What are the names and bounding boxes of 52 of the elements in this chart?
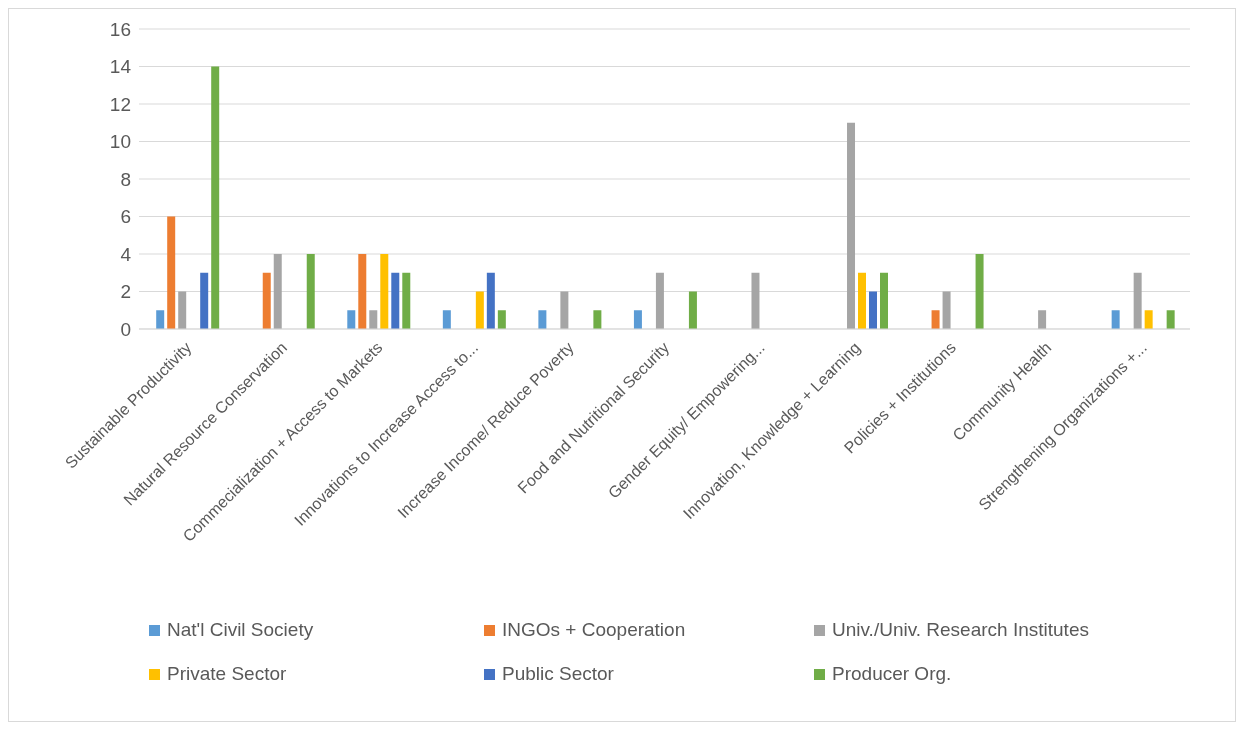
- bar: [358, 254, 367, 329]
- bar: [475, 291, 484, 329]
- bar: [1144, 310, 1153, 329]
- bar: [931, 310, 940, 329]
- bar: [751, 272, 760, 329]
- bar: [880, 272, 889, 329]
- bar: [1038, 310, 1047, 329]
- y-tick-label: 0: [120, 318, 131, 340]
- legend-label: Public Sector: [502, 663, 614, 685]
- legend-label: Producer Org.: [832, 663, 952, 685]
- bar: [1111, 310, 1120, 329]
- bar: [167, 216, 176, 329]
- bar: [369, 310, 378, 329]
- bar: [1133, 272, 1142, 329]
- y-tick-label: 14: [109, 56, 132, 78]
- bar: [486, 272, 495, 329]
- legend-label: Nat'l Civil Society: [167, 619, 314, 641]
- y-tick-label: 16: [109, 18, 131, 40]
- bar: [442, 310, 451, 329]
- bar: [942, 291, 951, 329]
- bar: [688, 291, 697, 329]
- bar: [306, 254, 315, 329]
- bar: [211, 66, 220, 329]
- legend-label: Private Sector: [167, 663, 287, 685]
- bar: [560, 291, 569, 329]
- y-tick-label: 8: [120, 168, 131, 190]
- bar: [633, 310, 642, 329]
- bar: [593, 310, 602, 329]
- bar: [497, 310, 506, 329]
- bar: [538, 310, 547, 329]
- y-tick-label: 2: [120, 281, 131, 303]
- bar: [858, 272, 867, 329]
- bar: [273, 254, 282, 329]
- bar: [262, 272, 271, 329]
- bar: [178, 291, 187, 329]
- bar: [380, 254, 389, 329]
- bar: [655, 272, 664, 329]
- bar: [391, 272, 400, 329]
- y-tick-label: 12: [109, 93, 131, 115]
- legend-label: INGOs + Cooperation: [502, 619, 686, 641]
- y-tick-label: 6: [120, 206, 131, 228]
- bar: [847, 122, 856, 329]
- bar: [975, 254, 984, 329]
- bar: [869, 291, 878, 329]
- y-tick-label: 4: [120, 243, 132, 265]
- bar: [402, 272, 411, 329]
- bar: [1166, 310, 1175, 329]
- y-tick-label: 10: [109, 131, 131, 153]
- legend-label: Univ./Univ. Research Institutes: [832, 619, 1089, 641]
- bar: [200, 272, 209, 329]
- bar: [347, 310, 356, 329]
- bar: [156, 310, 165, 329]
